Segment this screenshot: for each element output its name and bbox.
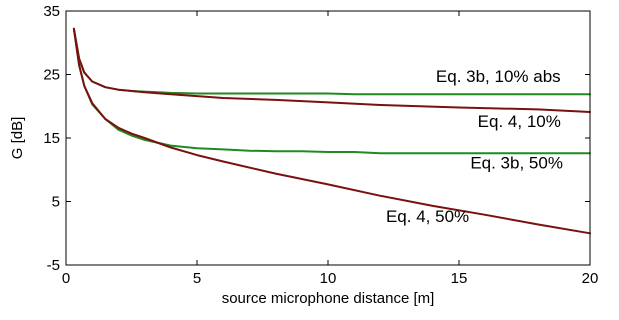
series-annotation-2: Eq. 4, 10%: [478, 112, 561, 131]
series-layer: [72, 27, 591, 235]
y-tick-label-3: 15: [43, 130, 60, 147]
annotation-layer: Eq. 3b, 10% abs Eq. 4, 10% Eq. 3b, 50% Eq. …: [386, 67, 563, 226]
series-annotation-1: Eq. 3b, 10% abs: [436, 67, 561, 86]
series-line-2: [72, 27, 591, 113]
series-annotation-4: Eq. 4, 50%: [386, 207, 469, 226]
x-tick-label-5: 20: [582, 270, 599, 287]
x-tick-label-2: 5: [193, 270, 201, 287]
axes-layer: 0 5 10 15 20 -5 5 15 25 35: [43, 3, 598, 287]
y-axis-label: G [dB]: [9, 117, 26, 160]
series-annotation-3: Eq. 3b, 50%: [470, 153, 563, 172]
y-tick-label-2: 5: [52, 194, 60, 211]
x-tick-label-1: 0: [62, 270, 70, 287]
x-tick-label-3: 10: [320, 270, 337, 287]
y-tick-label-5: 35: [43, 3, 60, 20]
x-axis-label: source microphone distance [m]: [222, 290, 435, 307]
y-tick-label-1: -5: [47, 257, 60, 274]
y-tick-label-4: 25: [43, 67, 60, 84]
plot-area: [66, 11, 590, 265]
series-line-4: [72, 27, 591, 235]
x-tick-label-4: 15: [451, 270, 468, 287]
plot-background: [66, 11, 590, 265]
